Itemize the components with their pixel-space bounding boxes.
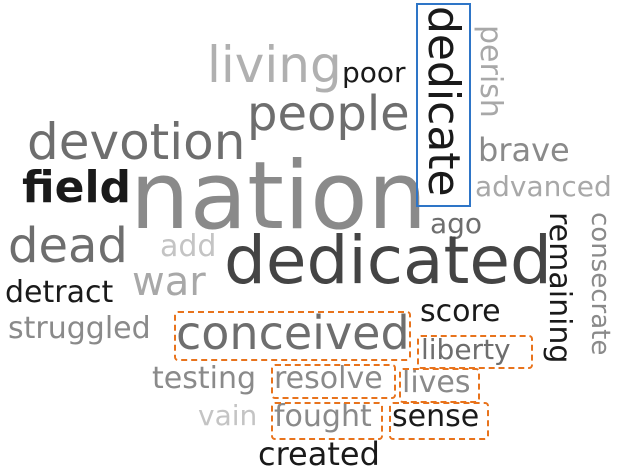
highlight-resolve xyxy=(271,364,396,399)
word-consecrate: consecrate xyxy=(585,212,615,356)
highlight-fought xyxy=(271,402,383,440)
word-testing: testing xyxy=(152,361,257,396)
highlight-dedicate xyxy=(416,3,471,207)
word-score: score xyxy=(420,294,501,329)
word-add: add xyxy=(160,229,217,264)
word-lives: lives xyxy=(402,365,471,400)
word-resolve: resolve xyxy=(274,361,383,396)
word-poor: poor xyxy=(342,56,406,89)
word-conceived: conceived xyxy=(176,306,410,360)
highlight-sense xyxy=(389,402,489,440)
word-advanced: advanced xyxy=(475,170,612,203)
word-sense: sense xyxy=(392,399,480,434)
word-living: living xyxy=(207,36,342,94)
word-war: war xyxy=(132,259,206,305)
word-vain: vain xyxy=(198,399,258,432)
highlight-lives xyxy=(399,368,480,403)
highlight-conceived xyxy=(174,311,411,361)
word-devotion: devotion xyxy=(27,113,246,171)
word-liberty: liberty xyxy=(421,333,511,366)
word-dead: dead xyxy=(8,218,128,274)
word-brave: brave xyxy=(478,131,570,169)
word-perish: perish xyxy=(473,25,508,118)
highlight-liberty xyxy=(417,335,533,369)
word-detract: detract xyxy=(5,275,114,310)
word-people: people xyxy=(247,86,410,142)
word-struggled: struggled xyxy=(8,311,151,346)
word-nation: nation xyxy=(130,142,428,251)
word-dedicated: dedicated xyxy=(224,222,552,299)
word-field: field xyxy=(22,162,132,213)
word-ago: ago xyxy=(430,207,483,240)
word-fought: fought xyxy=(274,399,372,434)
word-created: created xyxy=(258,435,380,473)
